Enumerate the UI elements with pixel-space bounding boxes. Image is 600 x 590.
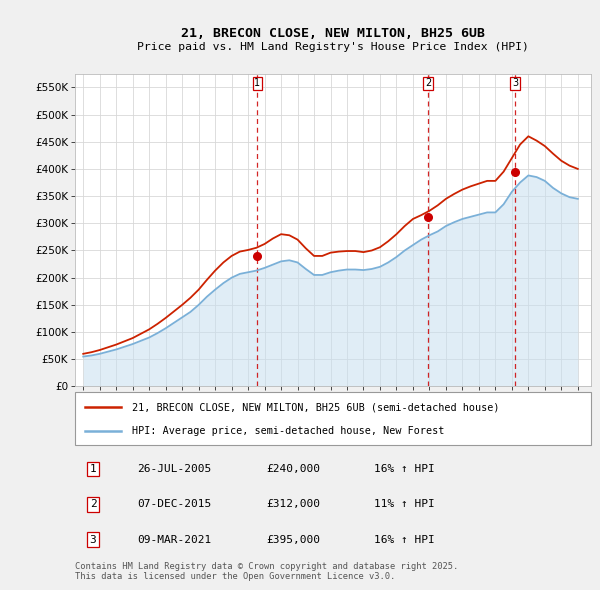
- Text: 26-JUL-2005: 26-JUL-2005: [137, 464, 211, 474]
- Text: Contains HM Land Registry data © Crown copyright and database right 2025.
This d: Contains HM Land Registry data © Crown c…: [75, 562, 458, 581]
- Text: £395,000: £395,000: [266, 535, 320, 545]
- Text: 07-DEC-2015: 07-DEC-2015: [137, 500, 211, 509]
- Text: £312,000: £312,000: [266, 500, 320, 509]
- Text: 1: 1: [254, 78, 260, 88]
- Text: 3: 3: [89, 535, 97, 545]
- Text: 16% ↑ HPI: 16% ↑ HPI: [374, 535, 435, 545]
- Text: 16% ↑ HPI: 16% ↑ HPI: [374, 464, 435, 474]
- Text: Price paid vs. HM Land Registry's House Price Index (HPI): Price paid vs. HM Land Registry's House …: [137, 42, 529, 53]
- Text: 09-MAR-2021: 09-MAR-2021: [137, 535, 211, 545]
- Text: 11% ↑ HPI: 11% ↑ HPI: [374, 500, 435, 509]
- Text: 21, BRECON CLOSE, NEW MILTON, BH25 6UB (semi-detached house): 21, BRECON CLOSE, NEW MILTON, BH25 6UB (…: [132, 402, 499, 412]
- Text: 1: 1: [89, 464, 97, 474]
- Text: 21, BRECON CLOSE, NEW MILTON, BH25 6UB: 21, BRECON CLOSE, NEW MILTON, BH25 6UB: [181, 27, 485, 40]
- Text: 2: 2: [89, 500, 97, 509]
- Text: £240,000: £240,000: [266, 464, 320, 474]
- Text: 2: 2: [425, 78, 431, 88]
- FancyBboxPatch shape: [75, 392, 591, 445]
- Text: 3: 3: [512, 78, 518, 88]
- Text: HPI: Average price, semi-detached house, New Forest: HPI: Average price, semi-detached house,…: [132, 425, 444, 435]
